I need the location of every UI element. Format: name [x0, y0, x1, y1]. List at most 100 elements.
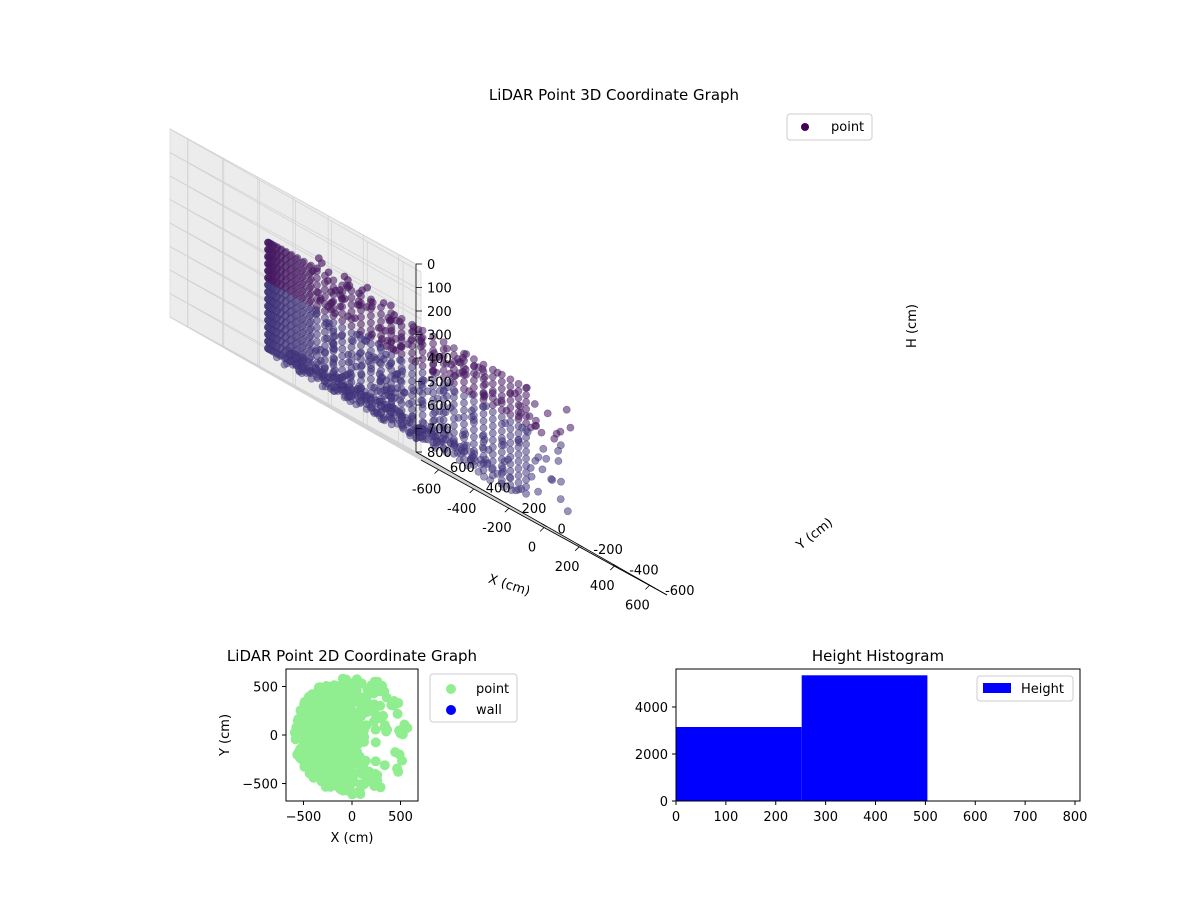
- x-tick-mark: [469, 488, 474, 494]
- histogram-bar: [801, 675, 928, 801]
- point-marker: [497, 434, 506, 442]
- point-marker: [387, 407, 396, 416]
- point-marker: [394, 749, 405, 760]
- lidar-3d-axes: LiDAR Point 3D Coordinate Graph -600 -400…: [169, 86, 920, 613]
- point-marker: [522, 391, 530, 399]
- legend-box: [976, 675, 1074, 702]
- point-marker: [408, 334, 416, 343]
- point-marker: [377, 317, 385, 326]
- point-marker: [514, 415, 523, 423]
- point-marker: [418, 376, 427, 384]
- legend-label-point: point: [831, 120, 864, 135]
- point-marker: [357, 397, 365, 406]
- point-marker: [305, 326, 314, 335]
- point-marker: [514, 429, 523, 438]
- grid-line: [169, 152, 422, 296]
- point-marker: [488, 365, 497, 374]
- point-marker: [418, 397, 427, 405]
- point-marker: [497, 441, 506, 450]
- point-marker: [418, 418, 427, 427]
- point-marker: [479, 360, 488, 369]
- point-marker: [557, 477, 565, 486]
- point-marker: [514, 478, 523, 487]
- point-marker: [488, 386, 497, 395]
- point-marker: [292, 311, 300, 320]
- point-marker: [354, 751, 365, 762]
- point-marker: [329, 361, 338, 369]
- point-marker: [305, 361, 314, 370]
- point-marker: [305, 312, 314, 320]
- y-tick-mark: [613, 564, 619, 568]
- point-marker: [320, 349, 329, 358]
- point-marker: [347, 314, 356, 323]
- point-marker: [347, 307, 356, 316]
- z-tick-label: 600: [427, 399, 452, 414]
- point-marker: [387, 386, 396, 395]
- point-marker: [488, 436, 497, 445]
- point-marker: [338, 380, 347, 388]
- point-marker: [506, 438, 515, 447]
- point-marker: [338, 366, 347, 374]
- grid-line: [367, 429, 614, 565]
- point-marker: [439, 366, 448, 375]
- chart-title-hist: Height Histogram: [812, 647, 944, 665]
- point-marker: [292, 325, 300, 334]
- legend-2d[interactable]: point wall: [429, 673, 518, 723]
- point-marker: [377, 345, 385, 354]
- point-marker: [312, 316, 321, 325]
- point-marker: [534, 487, 542, 496]
- z-tick-label: 700: [427, 423, 452, 438]
- y-tick-label: 400: [486, 482, 511, 497]
- point-marker: [347, 392, 356, 401]
- legend-marker-height: [983, 683, 1011, 693]
- point-marker: [292, 297, 300, 306]
- y-tick-mark: [433, 461, 440, 466]
- point-marker: [460, 420, 468, 429]
- point-marker: [377, 338, 385, 347]
- point-marker: [408, 398, 416, 407]
- point-marker: [298, 364, 307, 373]
- point-marker: [357, 362, 365, 371]
- point-marker: [479, 452, 488, 461]
- point-marker: [378, 710, 389, 721]
- point-marker: [377, 352, 385, 361]
- point-marker: [497, 455, 506, 464]
- legend-label-wall: wall: [476, 703, 502, 718]
- y-tick-label: 500: [253, 680, 278, 695]
- point-marker: [460, 455, 468, 464]
- grid-line: [331, 408, 578, 545]
- x-tick-label: -600: [412, 483, 442, 498]
- legend-marker-point: [801, 123, 809, 131]
- point-marker: [418, 340, 427, 349]
- height-histogram-axes: Height Histogram 0 100 200 300 400 500 600 700 8…: [635, 647, 1088, 825]
- point-marker: [329, 311, 338, 320]
- z-tick-label: 300: [427, 329, 452, 344]
- point-marker: [418, 347, 427, 356]
- point-marker: [305, 298, 314, 306]
- point-marker: [479, 417, 488, 425]
- point-marker: [329, 290, 338, 299]
- point-marker: [479, 424, 488, 432]
- point-marker: [408, 363, 416, 371]
- point-marker: [387, 358, 396, 367]
- point-marker: [469, 397, 478, 406]
- chart-title-2d: LiDAR Point 2D Coordinate Graph: [227, 647, 477, 665]
- point-marker: [292, 255, 300, 263]
- point-marker: [377, 680, 388, 691]
- point-marker: [554, 446, 562, 455]
- point-marker: [377, 380, 385, 389]
- y-tick-mark: [505, 502, 511, 507]
- legend-3d[interactable]: point: [786, 113, 873, 141]
- legend-hist[interactable]: Height: [976, 675, 1074, 702]
- point-marker: [298, 315, 307, 324]
- point-marker: [469, 362, 478, 371]
- y-tick-label: −500: [242, 778, 278, 793]
- x-tick-label: −500: [286, 810, 322, 825]
- point-marker: [347, 286, 356, 295]
- point-marker: [341, 682, 352, 693]
- point-marker: [397, 385, 406, 394]
- point-marker: [408, 327, 416, 336]
- point-marker: [439, 437, 448, 445]
- point-marker: [397, 343, 406, 351]
